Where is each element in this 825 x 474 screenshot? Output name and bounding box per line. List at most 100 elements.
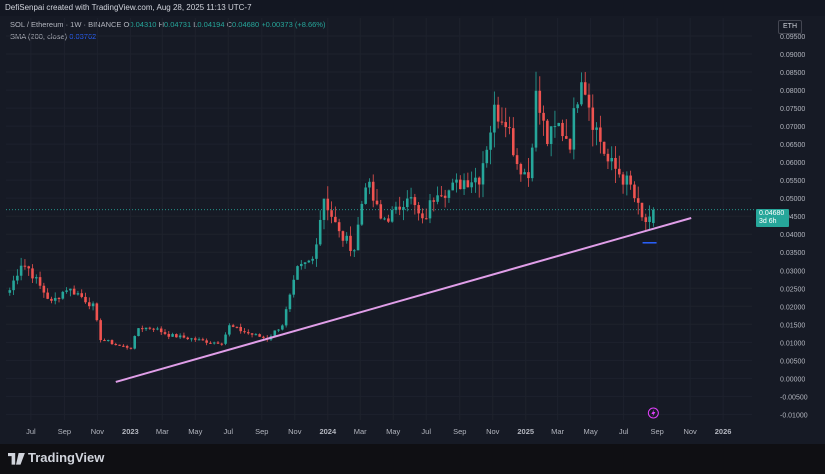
open-label: O (123, 20, 130, 29)
candle-body (564, 136, 568, 139)
candle-body (530, 147, 534, 179)
candle-body (580, 82, 583, 105)
candle-body (349, 235, 352, 251)
x-tick-label: 2026 (715, 427, 732, 436)
candle-body (576, 104, 579, 109)
candle-body (254, 334, 258, 336)
y-tick-label: 0.09000 (780, 52, 805, 59)
credit-text: DefiSenpai created with TradingView.com,… (5, 3, 252, 12)
candle-body (178, 335, 182, 338)
candle-body (621, 174, 625, 185)
y-tick-label: 0.04500 (780, 214, 805, 221)
candle-body (171, 334, 174, 337)
candle-body (402, 207, 405, 210)
y-tick-label: 0.01000 (780, 340, 805, 347)
candle-body (303, 262, 307, 264)
x-tick-label: May (188, 427, 202, 436)
price-axis[interactable]: 0.09500 0.09000 0.08500 0.08000 0.07500 0.070… (780, 34, 808, 419)
candle-body (504, 122, 508, 128)
candle-body (326, 198, 330, 211)
y-tick-label: -0.00500 (780, 394, 808, 401)
y-tick-label: 0.02500 (780, 286, 805, 293)
y-tick-label: 0.05500 (780, 178, 805, 185)
x-tick-label: Sep (650, 427, 663, 436)
symbol-legend[interactable]: SOL / Ethereum · 1W · BINANCE O0.04310 H… (10, 20, 325, 29)
candle-body (273, 330, 277, 337)
y-tick-label: 0.05000 (780, 196, 805, 203)
candle-body (246, 332, 250, 334)
y-tick-label: 0.08000 (780, 88, 805, 95)
high-label: H (158, 20, 164, 29)
candle-body (606, 153, 610, 162)
candle-body (485, 149, 489, 164)
candle-body (118, 344, 121, 346)
open-value: 0.04310 (129, 20, 157, 29)
candle-body (375, 200, 379, 205)
candle-body (281, 325, 284, 330)
x-tick-label: Jul (421, 427, 431, 436)
candle-body (508, 127, 511, 129)
x-tick-label: Mar (551, 427, 564, 436)
candle-body (212, 342, 216, 344)
candle-body (595, 127, 598, 130)
candle-body (640, 202, 644, 218)
candle-body (91, 303, 95, 307)
last-price-label: 0.04680 (759, 210, 785, 217)
candle-body (12, 280, 15, 291)
candle-body (84, 296, 87, 303)
bottom-bar (0, 444, 825, 474)
candle-body (489, 132, 492, 150)
candle-body (447, 190, 451, 198)
x-tick-label: Nov (486, 427, 500, 436)
candle-body (137, 328, 140, 337)
candle-body (553, 126, 557, 128)
tradingview-logo-icon-part (16, 452, 25, 465)
currency-button[interactable]: ETH (778, 20, 802, 34)
candle-body (443, 195, 447, 198)
candle-body (167, 333, 171, 337)
candle-body (432, 200, 436, 202)
candle-body (69, 288, 72, 291)
x-tick-label: May (386, 427, 400, 436)
candle-body (409, 197, 413, 199)
candle-body (493, 104, 496, 133)
candle-body (421, 213, 424, 219)
candle-body (296, 266, 299, 280)
candle-body (390, 210, 394, 222)
candle-body (114, 344, 118, 346)
y-tick-label: 0.06000 (780, 160, 805, 167)
y-tick-label: 0.03000 (780, 268, 805, 275)
candle-body (99, 320, 102, 341)
bar-countdown: 3d 6h (759, 218, 777, 225)
candle-body (523, 172, 526, 175)
x-tick-label: 2024 (319, 427, 337, 436)
candle-body (87, 302, 91, 307)
candle-body (243, 331, 246, 333)
y-tick-label: 0.00500 (780, 358, 805, 365)
candle-body (599, 127, 602, 142)
candle-body (224, 334, 227, 344)
y-tick-label: 0.06500 (780, 142, 805, 149)
candle-body (216, 342, 220, 344)
candle-body (322, 198, 326, 220)
candle-body (65, 290, 68, 292)
candle-body (345, 235, 349, 241)
candle-body (201, 339, 205, 341)
candle-body (387, 218, 390, 222)
change-value: +0.00373 (+8.66%) (261, 20, 326, 29)
x-tick-label: Mar (156, 427, 169, 436)
time-axis[interactable]: Jul Sep Nov 2023 Mar May Jul Sep Nov 2024 Mar May Ju… (26, 427, 731, 436)
candle-body (307, 260, 311, 263)
candle-body (262, 336, 265, 338)
y-tick-label: 0.00000 (780, 376, 805, 383)
candle-body (299, 263, 303, 267)
candle-body (587, 94, 591, 108)
candle-body (235, 326, 239, 328)
x-tick-label: Nov (683, 427, 697, 436)
candle-body (16, 275, 19, 281)
candle-body (428, 200, 432, 219)
y-tick-label: -0.01000 (780, 412, 808, 419)
candle-body (466, 180, 470, 188)
brand-logo[interactable]: TradingView (8, 450, 104, 465)
